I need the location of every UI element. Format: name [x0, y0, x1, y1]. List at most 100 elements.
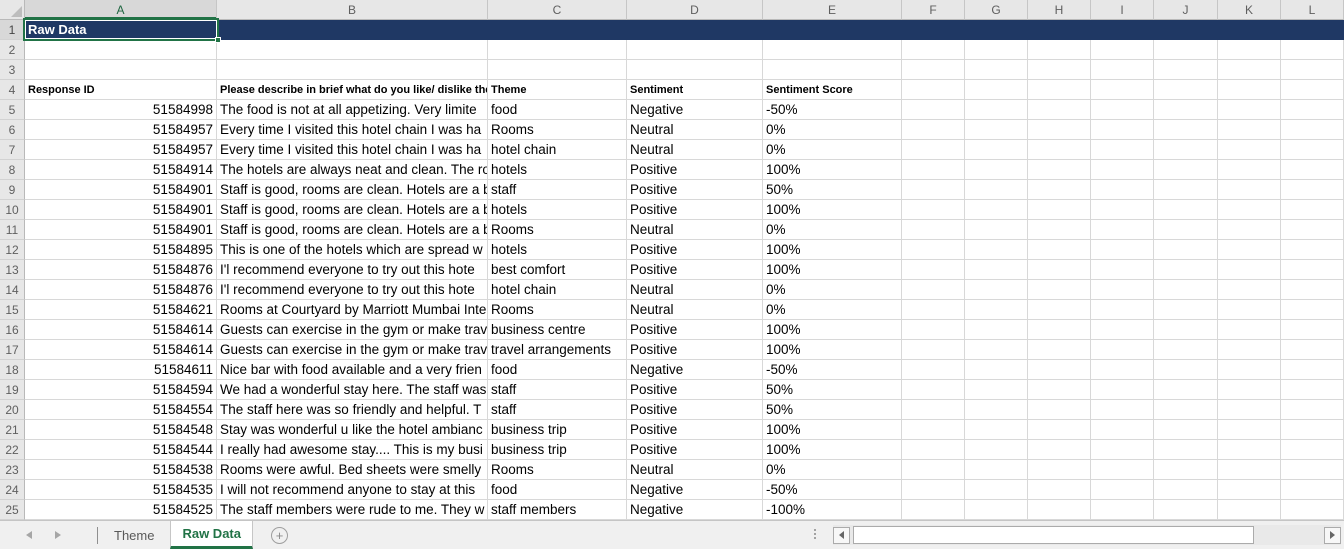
- cell-E5[interactable]: -50%: [763, 100, 902, 120]
- cell-K16[interactable]: [1218, 320, 1281, 340]
- cell-J17[interactable]: [1154, 340, 1218, 360]
- cell-D21[interactable]: Positive: [627, 420, 763, 440]
- cell-D9[interactable]: Positive: [627, 180, 763, 200]
- cell-G23[interactable]: [965, 460, 1028, 480]
- cell-F10[interactable]: [902, 200, 965, 220]
- cell-C19[interactable]: staff: [488, 380, 627, 400]
- cell-I4[interactable]: [1091, 80, 1154, 100]
- column-header-c[interactable]: C: [488, 0, 627, 20]
- cell-K14[interactable]: [1218, 280, 1281, 300]
- cell-K13[interactable]: [1218, 260, 1281, 280]
- cell-H12[interactable]: [1028, 240, 1091, 260]
- cell-K9[interactable]: [1218, 180, 1281, 200]
- cell-K6[interactable]: [1218, 120, 1281, 140]
- cell-I24[interactable]: [1091, 480, 1154, 500]
- column-header-a[interactable]: A: [25, 0, 217, 20]
- cell-F12[interactable]: [902, 240, 965, 260]
- cell-J10[interactable]: [1154, 200, 1218, 220]
- cell-J4[interactable]: [1154, 80, 1218, 100]
- row-header-4[interactable]: 4: [0, 80, 25, 100]
- cell-I25[interactable]: [1091, 500, 1154, 520]
- scroll-right-button[interactable]: [1324, 526, 1341, 544]
- cell-K23[interactable]: [1218, 460, 1281, 480]
- row-header-19[interactable]: 19: [0, 380, 25, 400]
- cell-G3[interactable]: [965, 60, 1028, 80]
- row-header-6[interactable]: 6: [0, 120, 25, 140]
- cell-F2[interactable]: [902, 40, 965, 60]
- cell-H24[interactable]: [1028, 480, 1091, 500]
- cell-F1[interactable]: [902, 20, 965, 40]
- cell-K17[interactable]: [1218, 340, 1281, 360]
- cell-C20[interactable]: staff: [488, 400, 627, 420]
- cell-A4[interactable]: Response ID: [25, 80, 217, 100]
- cell-B2[interactable]: [217, 40, 488, 60]
- cell-D6[interactable]: Neutral: [627, 120, 763, 140]
- row-header-25[interactable]: 25: [0, 500, 25, 520]
- column-header-b[interactable]: B: [217, 0, 488, 20]
- cell-C10[interactable]: hotels: [488, 200, 627, 220]
- cell-J2[interactable]: [1154, 40, 1218, 60]
- cell-E8[interactable]: 100%: [763, 160, 902, 180]
- horizontal-scrollbar[interactable]: [833, 525, 1341, 545]
- cell-G14[interactable]: [965, 280, 1028, 300]
- cell-H9[interactable]: [1028, 180, 1091, 200]
- cell-F7[interactable]: [902, 140, 965, 160]
- row-header-14[interactable]: 14: [0, 280, 25, 300]
- column-header-h[interactable]: H: [1028, 0, 1091, 20]
- cell-H5[interactable]: [1028, 100, 1091, 120]
- cell-I12[interactable]: [1091, 240, 1154, 260]
- cell-A1[interactable]: Raw Data: [25, 20, 217, 40]
- cell-A24[interactable]: 51584535: [25, 480, 217, 500]
- cell-L10[interactable]: [1281, 200, 1344, 220]
- row-header-8[interactable]: 8: [0, 160, 25, 180]
- cell-K11[interactable]: [1218, 220, 1281, 240]
- row-header-1[interactable]: 1: [0, 20, 25, 40]
- cell-D13[interactable]: Positive: [627, 260, 763, 280]
- cell-C5[interactable]: food: [488, 100, 627, 120]
- cell-H16[interactable]: [1028, 320, 1091, 340]
- cell-L20[interactable]: [1281, 400, 1344, 420]
- cell-J16[interactable]: [1154, 320, 1218, 340]
- tabbar-resize-grip[interactable]: [814, 529, 816, 541]
- cell-B9[interactable]: Staff is good, rooms are clean. Hotels a…: [217, 180, 488, 200]
- cell-L19[interactable]: [1281, 380, 1344, 400]
- cell-G5[interactable]: [965, 100, 1028, 120]
- cell-L12[interactable]: [1281, 240, 1344, 260]
- cell-L11[interactable]: [1281, 220, 1344, 240]
- cell-A11[interactable]: 51584901: [25, 220, 217, 240]
- cell-L1[interactable]: [1281, 20, 1344, 40]
- cell-I5[interactable]: [1091, 100, 1154, 120]
- cell-H7[interactable]: [1028, 140, 1091, 160]
- cell-G6[interactable]: [965, 120, 1028, 140]
- cell-K10[interactable]: [1218, 200, 1281, 220]
- cell-A18[interactable]: 51584611: [25, 360, 217, 380]
- cell-H1[interactable]: [1028, 20, 1091, 40]
- cell-K7[interactable]: [1218, 140, 1281, 160]
- column-header-k[interactable]: K: [1218, 0, 1281, 20]
- cell-K19[interactable]: [1218, 380, 1281, 400]
- row-header-20[interactable]: 20: [0, 400, 25, 420]
- cell-E24[interactable]: -50%: [763, 480, 902, 500]
- cell-C6[interactable]: Rooms: [488, 120, 627, 140]
- row-header-24[interactable]: 24: [0, 480, 25, 500]
- cell-D18[interactable]: Negative: [627, 360, 763, 380]
- cell-J15[interactable]: [1154, 300, 1218, 320]
- cell-C12[interactable]: hotels: [488, 240, 627, 260]
- cell-E7[interactable]: 0%: [763, 140, 902, 160]
- row-header-21[interactable]: 21: [0, 420, 25, 440]
- row-header-18[interactable]: 18: [0, 360, 25, 380]
- cell-K22[interactable]: [1218, 440, 1281, 460]
- cell-F15[interactable]: [902, 300, 965, 320]
- cell-F20[interactable]: [902, 400, 965, 420]
- cell-E20[interactable]: 50%: [763, 400, 902, 420]
- cell-A10[interactable]: 51584901: [25, 200, 217, 220]
- cell-G24[interactable]: [965, 480, 1028, 500]
- cell-H10[interactable]: [1028, 200, 1091, 220]
- cell-E4[interactable]: Sentiment Score: [763, 80, 902, 100]
- cell-F8[interactable]: [902, 160, 965, 180]
- cell-E17[interactable]: 100%: [763, 340, 902, 360]
- row-header-15[interactable]: 15: [0, 300, 25, 320]
- cell-A3[interactable]: [25, 60, 217, 80]
- cell-G19[interactable]: [965, 380, 1028, 400]
- cell-L2[interactable]: [1281, 40, 1344, 60]
